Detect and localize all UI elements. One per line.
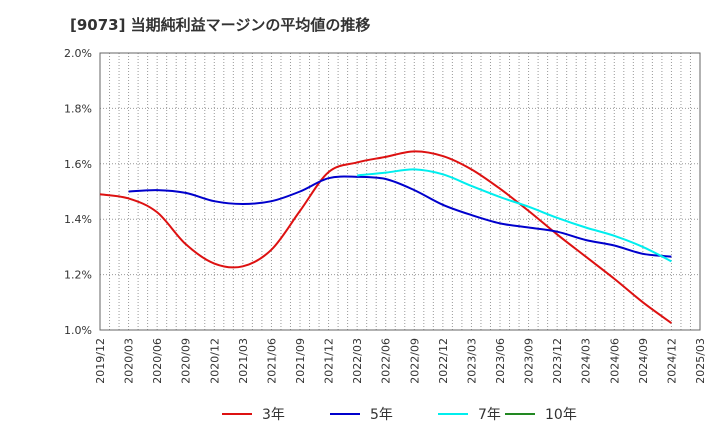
x-axis: 2019/12 2020/03 2020/06 2020/09 2020/12 2021/…: [94, 338, 707, 384]
legend-label-7年: 7年: [478, 407, 501, 423]
plot-area: [100, 53, 700, 330]
y-tick-label: 1.4%: [64, 213, 92, 226]
x-tick-label: 2021/06: [265, 338, 278, 384]
x-tick-label: 2024/12: [665, 338, 678, 384]
x-tick-label: 2020/06: [151, 338, 164, 384]
x-tick-label: 2021/09: [294, 338, 307, 384]
x-tick-label: 2021/12: [323, 338, 336, 384]
legend-label-3年: 3年: [262, 407, 285, 423]
x-tick-label: 2022/09: [408, 338, 421, 384]
x-tick-label: 2023/12: [551, 338, 564, 384]
x-tick-label: 2022/03: [351, 338, 364, 384]
series-line-3年: [99, 150, 673, 324]
legend-label-10年: 10年: [545, 407, 577, 423]
grid: [99, 52, 701, 331]
y-tick-label: 1.0%: [64, 324, 92, 337]
legend-label-5年: 5年: [370, 407, 393, 423]
y-tick-label: 2.0%: [64, 47, 92, 60]
plot-border: [99, 52, 701, 331]
x-tick-label: 2020/03: [123, 338, 136, 384]
x-tick-label: 2022/06: [380, 338, 393, 384]
x-tick-label: 2022/12: [437, 338, 450, 384]
series-line-7年: [357, 168, 672, 263]
plot-background: [100, 53, 700, 330]
x-tick-label: 2024/09: [637, 338, 650, 384]
x-tick-label: 2025/03: [694, 338, 707, 384]
x-tick-label: 2019/12: [94, 338, 107, 384]
x-tick-label: 2023/09: [523, 338, 536, 384]
y-axis: 1.0% 1.2% 1.4% 1.6% 1.8% 2.0%: [64, 47, 92, 337]
x-tick-label: 2020/12: [208, 338, 221, 384]
series-group: [99, 150, 673, 324]
x-tick-label: 2024/03: [580, 338, 593, 384]
y-tick-label: 1.8%: [64, 102, 92, 115]
y-tick-label: 1.2%: [64, 269, 92, 282]
y-tick-label: 1.6%: [64, 158, 92, 171]
chart-title: [9073] 当期純利益マージンの平均値の推移: [70, 16, 370, 34]
x-tick-label: 2023/06: [494, 338, 507, 384]
x-tick-label: 2024/06: [608, 338, 621, 384]
series-line-5年: [128, 175, 672, 258]
legend: 3年 5年 7年 10年: [222, 407, 577, 423]
x-tick-label: 2023/03: [465, 338, 478, 384]
x-tick-label: 2020/09: [180, 338, 193, 384]
x-tick-label: 2021/03: [237, 338, 250, 384]
